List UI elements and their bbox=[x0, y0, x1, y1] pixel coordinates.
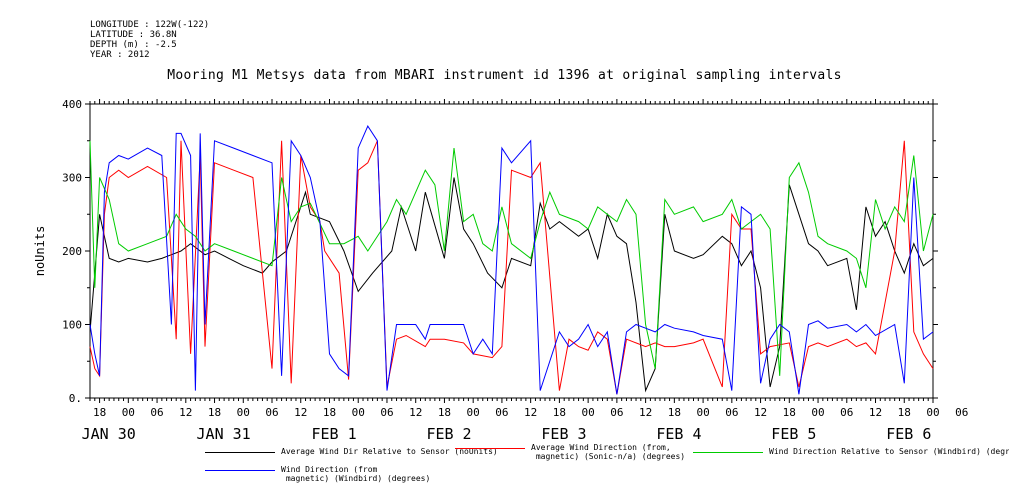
x-tick-label: 12 bbox=[869, 406, 882, 419]
y-tick-label: 0. bbox=[69, 392, 82, 405]
depth-text: DEPTH (m) : -2.5 bbox=[90, 40, 177, 50]
day-label: FEB 6 bbox=[886, 425, 931, 443]
x-tick-label: 06 bbox=[265, 406, 278, 419]
x-tick-label: 06 bbox=[495, 406, 508, 419]
x-tick-label: 12 bbox=[409, 406, 422, 419]
x-tick-label: 00 bbox=[122, 406, 135, 419]
x-tick-label: 00 bbox=[696, 406, 709, 419]
day-label: JAN 30 bbox=[82, 425, 136, 443]
series-line-1 bbox=[89, 177, 934, 393]
x-tick-label: 06 bbox=[150, 406, 163, 419]
legend-swatch bbox=[693, 452, 763, 453]
x-tick-label: 00 bbox=[811, 406, 824, 419]
metadata-block: LONGITUDE : 122W(-122) LATITUDE : 36.8N … bbox=[90, 20, 209, 60]
y-tick-label: 300 bbox=[62, 172, 82, 185]
legend-label: Average Wind Dir Relative to Sensor (noU… bbox=[281, 447, 498, 456]
series-line-4 bbox=[89, 125, 934, 395]
latitude-text: LATITUDE : 36.8N bbox=[90, 30, 177, 40]
legend-label: Wind Direction Relative to Sensor (Windb… bbox=[769, 447, 1009, 456]
year-text: YEAR : 2012 bbox=[90, 50, 150, 60]
legend-label: Average Wind Direction (from, magnetic) … bbox=[531, 443, 686, 461]
series-line-2 bbox=[89, 140, 934, 395]
series-line-3 bbox=[89, 140, 934, 376]
y-tick-label: 100 bbox=[62, 319, 82, 332]
legend-swatch bbox=[205, 470, 275, 471]
x-tick-label: 00 bbox=[926, 406, 939, 419]
y-tick-label: 400 bbox=[62, 98, 82, 111]
x-tick-label: 12 bbox=[754, 406, 767, 419]
x-tick-label: 18 bbox=[668, 406, 681, 419]
x-tick-label: 18 bbox=[208, 406, 221, 419]
x-tick-label: 06 bbox=[380, 406, 393, 419]
x-tick-label: 12 bbox=[294, 406, 307, 419]
y-tick-label: 200 bbox=[62, 245, 82, 258]
x-tick-label: 06 bbox=[725, 406, 738, 419]
x-tick-label: 00 bbox=[237, 406, 250, 419]
x-tick-label: 06 bbox=[610, 406, 623, 419]
x-tick-label: 00 bbox=[467, 406, 480, 419]
day-label: FEB 4 bbox=[656, 425, 701, 443]
chart-title: Mooring M1 Metsys data from MBARI instru… bbox=[167, 68, 842, 83]
x-tick-label: 18 bbox=[898, 406, 911, 419]
legend-swatch bbox=[205, 452, 275, 453]
x-tick-label: 18 bbox=[93, 406, 106, 419]
x-tick-label: 18 bbox=[438, 406, 451, 419]
x-tick-label: 12 bbox=[639, 406, 652, 419]
legend-swatch bbox=[455, 448, 525, 449]
x-tick-label: 06 bbox=[955, 406, 968, 419]
x-tick-label: 18 bbox=[783, 406, 796, 419]
day-label: FEB 2 bbox=[426, 425, 471, 443]
day-label: JAN 31 bbox=[197, 425, 251, 443]
legend-label: Wind Direction (from magnetic) (Windbird… bbox=[281, 465, 431, 483]
x-tick-label: 12 bbox=[524, 406, 537, 419]
x-tick-label: 06 bbox=[840, 406, 853, 419]
x-tick-label: 18 bbox=[323, 406, 336, 419]
day-label: FEB 5 bbox=[771, 425, 816, 443]
y-axis-label: noUnits bbox=[33, 226, 47, 277]
x-tick-label: 00 bbox=[352, 406, 365, 419]
x-tick-label: 12 bbox=[179, 406, 192, 419]
day-label: FEB 1 bbox=[311, 425, 356, 443]
longitude-text: LONGITUDE : 122W(-122) bbox=[90, 20, 210, 30]
x-tick-label: 18 bbox=[553, 406, 566, 419]
day-label: FEB 3 bbox=[541, 425, 586, 443]
x-tick-label: 00 bbox=[582, 406, 595, 419]
